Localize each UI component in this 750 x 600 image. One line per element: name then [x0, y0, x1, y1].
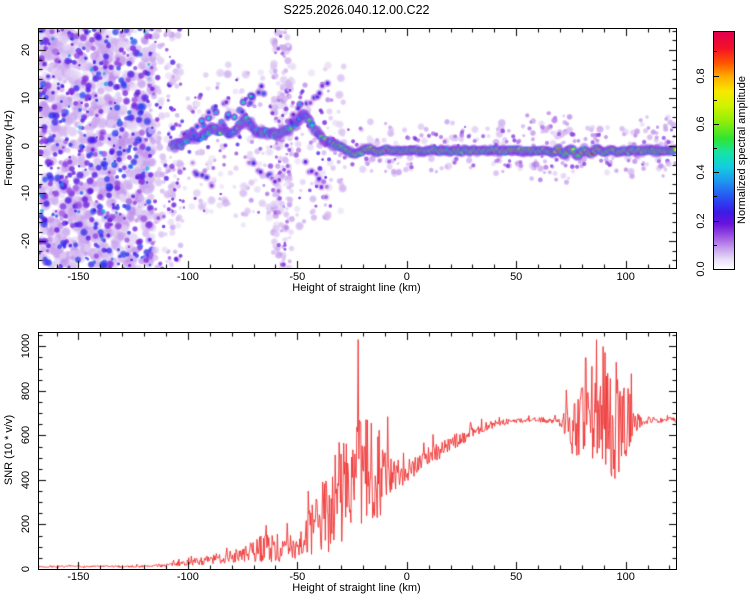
tick-label: 100 — [616, 571, 635, 583]
colorbar-tick — [714, 172, 719, 174]
colorbar-gradient — [714, 32, 734, 269]
colorbar-title: Normalized spectral amplitude — [736, 76, 748, 224]
tick-label: -50 — [289, 571, 306, 583]
colorbar-minor-tick — [714, 148, 717, 150]
spectrogram-canvas — [39, 29, 676, 268]
tick-label: 0 — [20, 142, 32, 149]
colorbar-tick — [714, 269, 719, 270]
tick-label: -150 — [67, 571, 90, 583]
tick-label: 20 — [20, 43, 32, 57]
tick-label: 0 — [20, 565, 32, 573]
tick-label: -10 — [20, 185, 32, 202]
tick-label: 0.8 — [695, 67, 707, 84]
tick-label: 200 — [20, 515, 32, 534]
tick-label: 100 — [616, 271, 635, 283]
colorbar-tick — [714, 75, 719, 77]
plot-title: S225.2026.040.12.00.C22 — [283, 3, 430, 17]
tick-label: 0.4 — [695, 164, 707, 180]
tick-label: 0 — [403, 571, 410, 583]
tick-label: 600 — [20, 426, 32, 445]
bottom-y-axis-title: SNR (10 * v/v) — [3, 414, 15, 486]
snr-panel — [38, 332, 677, 570]
tick-label: -100 — [176, 571, 199, 583]
colorbar-minor-tick — [714, 99, 717, 101]
colorbar-tick — [714, 123, 719, 125]
colorbar-minor-tick — [714, 244, 717, 246]
colorbar-minor-tick — [714, 196, 717, 198]
colorbar-tick — [714, 220, 719, 222]
spectrogram-panel — [38, 28, 677, 269]
tick-label: -150 — [67, 271, 90, 283]
tick-label: -50 — [289, 271, 306, 283]
top-x-axis-title: Height of straight line (km) — [292, 282, 421, 294]
tick-label: -20 — [20, 233, 32, 250]
colorbar-minor-tick — [714, 51, 717, 53]
top-y-axis-title: Frequency (Hz) — [3, 110, 15, 186]
tick-label: 0.6 — [695, 116, 707, 132]
bottom-x-axis-title: Height of straight line (km) — [292, 582, 421, 594]
tick-label: 0.0 — [695, 261, 707, 277]
tick-label: 0.2 — [695, 212, 707, 229]
tick-label: 1000 — [20, 334, 32, 359]
tick-label: 50 — [510, 571, 523, 583]
tick-label: 400 — [20, 470, 32, 490]
tick-label: 50 — [510, 271, 523, 283]
tick-label: 0 — [403, 271, 410, 283]
tick-label: 800 — [20, 381, 32, 401]
colorbar — [713, 31, 735, 270]
tick-label: 10 — [20, 91, 32, 104]
snr-canvas — [39, 333, 676, 569]
tick-label: -100 — [176, 271, 199, 283]
